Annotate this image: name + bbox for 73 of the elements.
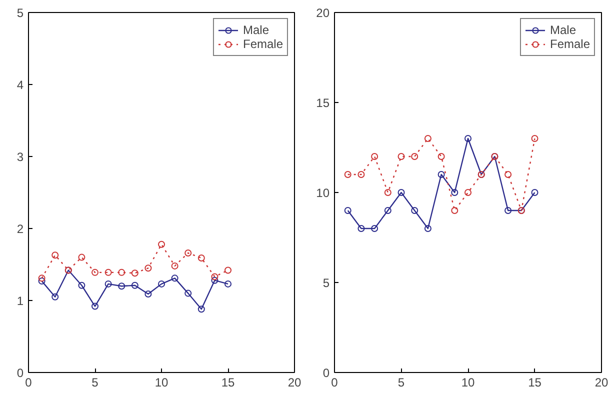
point — [398, 189, 405, 196]
point — [92, 302, 98, 310]
y-tick-label: 5 — [16, 6, 24, 20]
point — [438, 171, 445, 178]
point — [171, 262, 178, 270]
point — [504, 207, 512, 214]
y-tick-label: 5 — [322, 276, 330, 290]
point — [424, 225, 432, 232]
point — [144, 290, 152, 298]
point — [398, 153, 405, 160]
point — [78, 282, 86, 289]
point — [118, 268, 126, 276]
y-tick-label: 0 — [322, 366, 330, 380]
point — [411, 207, 418, 214]
point — [371, 153, 378, 160]
point — [384, 207, 392, 214]
point — [358, 225, 365, 232]
point — [198, 306, 205, 313]
x-tick-label: 10 — [154, 376, 168, 390]
y-tick-label: 20 — [316, 6, 330, 20]
point — [224, 266, 232, 274]
point — [464, 189, 472, 196]
point — [92, 268, 98, 276]
point — [78, 254, 86, 261]
point — [211, 276, 218, 284]
point — [52, 252, 59, 259]
x-tick-label: 15 — [221, 376, 235, 390]
point — [384, 189, 392, 196]
legend-label: Female — [550, 37, 590, 51]
x-tick-label: 5 — [398, 376, 405, 390]
point — [158, 280, 165, 288]
point — [371, 225, 378, 232]
y-tick-label: 4 — [16, 78, 24, 92]
point — [158, 240, 165, 248]
point — [211, 273, 218, 280]
legend-label: Female — [242, 37, 283, 51]
point — [184, 290, 192, 297]
x-tick-label: 5 — [92, 376, 99, 390]
y-tick-label: 3 — [16, 150, 24, 164]
x-tick-label: 0 — [331, 376, 338, 390]
point — [171, 274, 178, 282]
point — [358, 171, 365, 178]
point — [131, 270, 138, 277]
y-tick-label: 1 — [16, 294, 24, 308]
y-tick-label: 2 — [16, 222, 24, 236]
point — [424, 135, 432, 142]
legend-label: Male — [242, 23, 269, 37]
point — [451, 189, 458, 196]
x-tick-label: 20 — [594, 376, 608, 390]
y-tick-label: 15 — [316, 96, 330, 110]
y-tick-label: 10 — [316, 186, 330, 200]
point — [504, 171, 512, 178]
point — [38, 274, 46, 282]
point — [531, 135, 538, 142]
point — [411, 153, 418, 160]
y-tick-label: 0 — [16, 366, 24, 380]
point — [104, 268, 112, 276]
point — [104, 280, 112, 288]
point — [344, 171, 352, 178]
point — [52, 293, 59, 300]
point — [144, 264, 152, 272]
point — [184, 249, 192, 256]
x-tick-label: 10 — [461, 376, 475, 390]
point — [118, 282, 126, 290]
point — [451, 207, 458, 214]
point — [131, 282, 138, 289]
point — [438, 153, 445, 160]
legend-label: Male — [550, 23, 576, 37]
x-tick-label: 15 — [528, 376, 542, 390]
x-tick-label: 0 — [25, 376, 32, 390]
point — [198, 254, 205, 262]
point — [464, 135, 472, 142]
x-tick-label: 20 — [288, 376, 302, 390]
